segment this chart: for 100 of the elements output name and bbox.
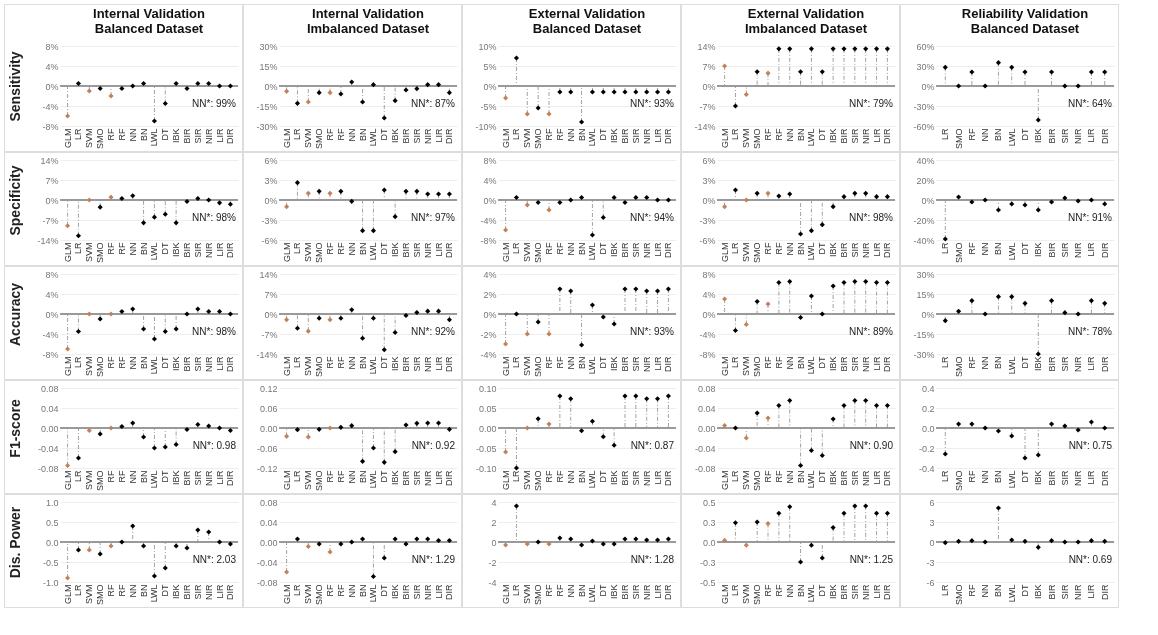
x-tick-label: DIR (1099, 242, 1110, 258)
y-tick-label: 60% (916, 41, 935, 52)
point (173, 220, 179, 226)
x-tick-label: IBK (828, 242, 839, 258)
x-tick-label: RF (554, 242, 565, 255)
point (370, 445, 376, 451)
x-tick-label: NN (784, 470, 795, 484)
x-tick-label: LR (292, 470, 303, 483)
x-tick-label: IBK (828, 128, 839, 144)
x-tick-label: SIR (1059, 356, 1070, 372)
y-axis-title: Accuracy (6, 282, 23, 347)
point (305, 328, 311, 334)
y-tick-label: -8% (42, 121, 59, 132)
x-tick-label: LIR (1086, 242, 1097, 257)
point (327, 317, 333, 323)
x-tick-label: BIR (400, 128, 411, 144)
x-tick-label: SMO (953, 470, 964, 492)
x-tick-label: NIR (1073, 470, 1084, 486)
x-tick-label: SIR (630, 242, 641, 258)
x-tick-label: NN (565, 356, 576, 370)
x-tick-label: LIR (652, 242, 663, 257)
point (1035, 207, 1041, 213)
point (611, 442, 617, 448)
y-tick-label: -30% (913, 349, 935, 360)
annotation: NN*: 0.69 (1068, 554, 1113, 565)
x-tick-label: DIR (663, 242, 674, 258)
annotation: NN*: 98% (849, 212, 894, 223)
x-tick-label: RF (335, 356, 346, 369)
x-tick-label: SIR (630, 584, 641, 600)
x-tick-label: SVM (84, 128, 95, 149)
y-tick-label: -2 (488, 557, 497, 568)
x-tick-label: LWL (149, 242, 160, 261)
x-tick-label: DT (817, 584, 828, 597)
x-tick-label: SIR (849, 128, 860, 144)
x-tick-label: LIR (1086, 356, 1097, 371)
x-tick-label: LIR (652, 470, 663, 485)
point (65, 346, 71, 352)
x-tick-label: DIR (225, 470, 236, 486)
y-tick-label: -8% (42, 349, 59, 360)
x-tick-label: RF (325, 128, 336, 141)
x-tick-label: IBK (1033, 356, 1044, 372)
y-tick-label: -0.04 (694, 443, 716, 454)
x-tick-label: BN (795, 470, 806, 484)
point (765, 521, 771, 527)
point (381, 187, 387, 193)
x-tick-label: GLM (500, 128, 511, 149)
x-tick-label: BIR (619, 470, 630, 486)
point (1035, 117, 1041, 123)
point (370, 573, 376, 580)
point (830, 416, 836, 422)
y-tick-label: 0.04 (697, 403, 716, 414)
x-tick-label: RF (335, 584, 346, 597)
x-tick-label: RF (335, 470, 346, 483)
y-tick-label: 40% (916, 155, 935, 166)
x-tick-label: SIR (192, 128, 203, 144)
annotation: NN*: 98% (192, 212, 237, 223)
x-tick-label: BIR (400, 242, 411, 258)
point (1088, 419, 1094, 425)
y-tick-label: -4% (42, 101, 59, 112)
point (381, 347, 387, 353)
point (655, 396, 661, 402)
x-tick-label: IBK (171, 470, 182, 486)
x-tick-label: NIR (422, 128, 433, 144)
point (65, 575, 71, 581)
y-tick-label: 0% (921, 195, 935, 206)
x-tick-label: NN (980, 584, 991, 598)
x-tick-label: LIR (214, 584, 225, 599)
point (97, 204, 103, 210)
point (381, 555, 387, 561)
y-tick-label: 0.2 (921, 403, 935, 414)
y-tick-label: 2 (491, 517, 497, 528)
chart-title: External Validation Imbalanced Dataset (744, 6, 868, 36)
x-tick-label: DT (1020, 242, 1030, 255)
point (108, 93, 114, 99)
x-tick-label: NN (565, 128, 576, 142)
point (798, 69, 804, 75)
x-tick-label: BIR (1046, 584, 1057, 600)
y-tick-label: -0.08 (694, 463, 716, 474)
point (546, 111, 552, 117)
x-tick-label: RF (116, 356, 127, 369)
point (863, 190, 869, 196)
x-tick-label: SMO (533, 584, 544, 606)
x-tick-label: SMO (752, 356, 763, 378)
x-tick-label: BIR (838, 128, 849, 144)
y-tick-label: 0.00 (40, 423, 59, 434)
point (600, 89, 606, 95)
y-tick-label: 3 (929, 517, 935, 528)
x-tick-label: DIR (882, 584, 893, 600)
x-tick-label: BN (138, 584, 149, 598)
x-tick-label: NN (784, 584, 795, 598)
annotation: NN*: 91% (1068, 212, 1113, 223)
x-tick-label: SIR (192, 242, 203, 258)
x-tick-label: BIR (181, 584, 192, 600)
point (86, 547, 92, 553)
x-tick-label: BN (357, 470, 368, 484)
x-tick-label: LIR (871, 356, 882, 371)
point (942, 64, 948, 70)
x-tick-label: DT (379, 242, 390, 255)
x-tick-label: LIR (433, 470, 444, 485)
x-tick-label: LWL (368, 470, 379, 489)
